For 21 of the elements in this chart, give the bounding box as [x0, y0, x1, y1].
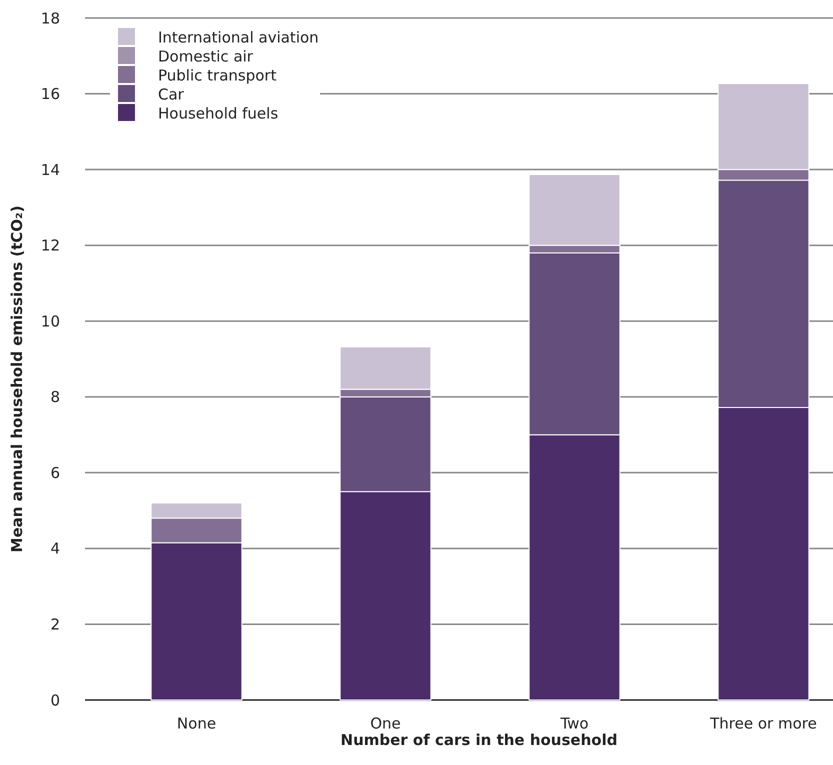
x-tick-label: Three or more: [709, 714, 817, 732]
y-tick-label: 6: [50, 464, 60, 482]
legend-label: Car: [158, 85, 185, 104]
x-tick-label: Two: [559, 714, 589, 732]
y-tick-label: 4: [50, 540, 60, 558]
y-tick-label: 12: [40, 236, 60, 255]
y-tick-label: 8: [50, 388, 60, 406]
y-tick-label: 18: [40, 9, 60, 28]
x-tick-label: One: [370, 714, 401, 732]
y-tick-label: 14: [40, 160, 60, 179]
x-tick-label: None: [176, 714, 216, 732]
y-tick-label: 0: [50, 691, 60, 710]
legend-label: Domestic air: [158, 47, 254, 66]
y-axis-title: Mean annual household emissions (tCO₂): [8, 206, 26, 552]
legend-label: Household fuels: [158, 104, 278, 122]
legend-label: Public transport: [158, 66, 277, 84]
y-tick-label: 16: [40, 85, 60, 104]
x-axis-title: Number of cars in the household: [340, 731, 618, 749]
y-tick-label: 2: [50, 615, 60, 634]
y-tick-label: 10: [40, 312, 60, 330]
legend-label: International aviation: [158, 28, 319, 46]
